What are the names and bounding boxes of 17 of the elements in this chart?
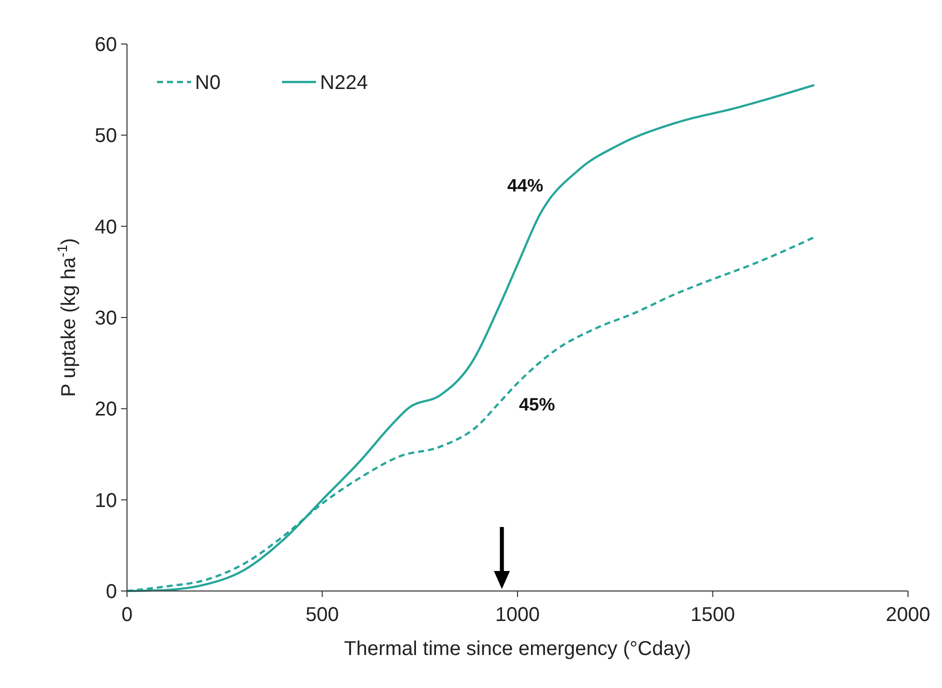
y-tick-label: 0: [106, 581, 117, 603]
y-tick-label: 50: [94, 125, 117, 148]
y-tick-label: 60: [94, 34, 117, 56]
y-tick-label: 30: [94, 308, 117, 330]
y-tick-label: 40: [94, 216, 117, 238]
legend-label: N0: [195, 72, 221, 94]
x-tick-label: 1500: [690, 604, 735, 626]
annotation: 44%: [507, 176, 544, 196]
x-tick-label: 500: [306, 604, 339, 626]
annotation: 45%: [519, 394, 556, 414]
x-tick-label: 0: [121, 604, 133, 626]
y-tick-label: 10: [94, 490, 117, 512]
x-tick-label: 1000: [495, 604, 540, 626]
x-axis-title: Thermal time since emergency (°Cday): [344, 638, 691, 660]
legend-label: N224: [320, 72, 368, 94]
x-tick-label: 2000: [886, 604, 930, 626]
y-tick-label: 20: [94, 398, 117, 421]
